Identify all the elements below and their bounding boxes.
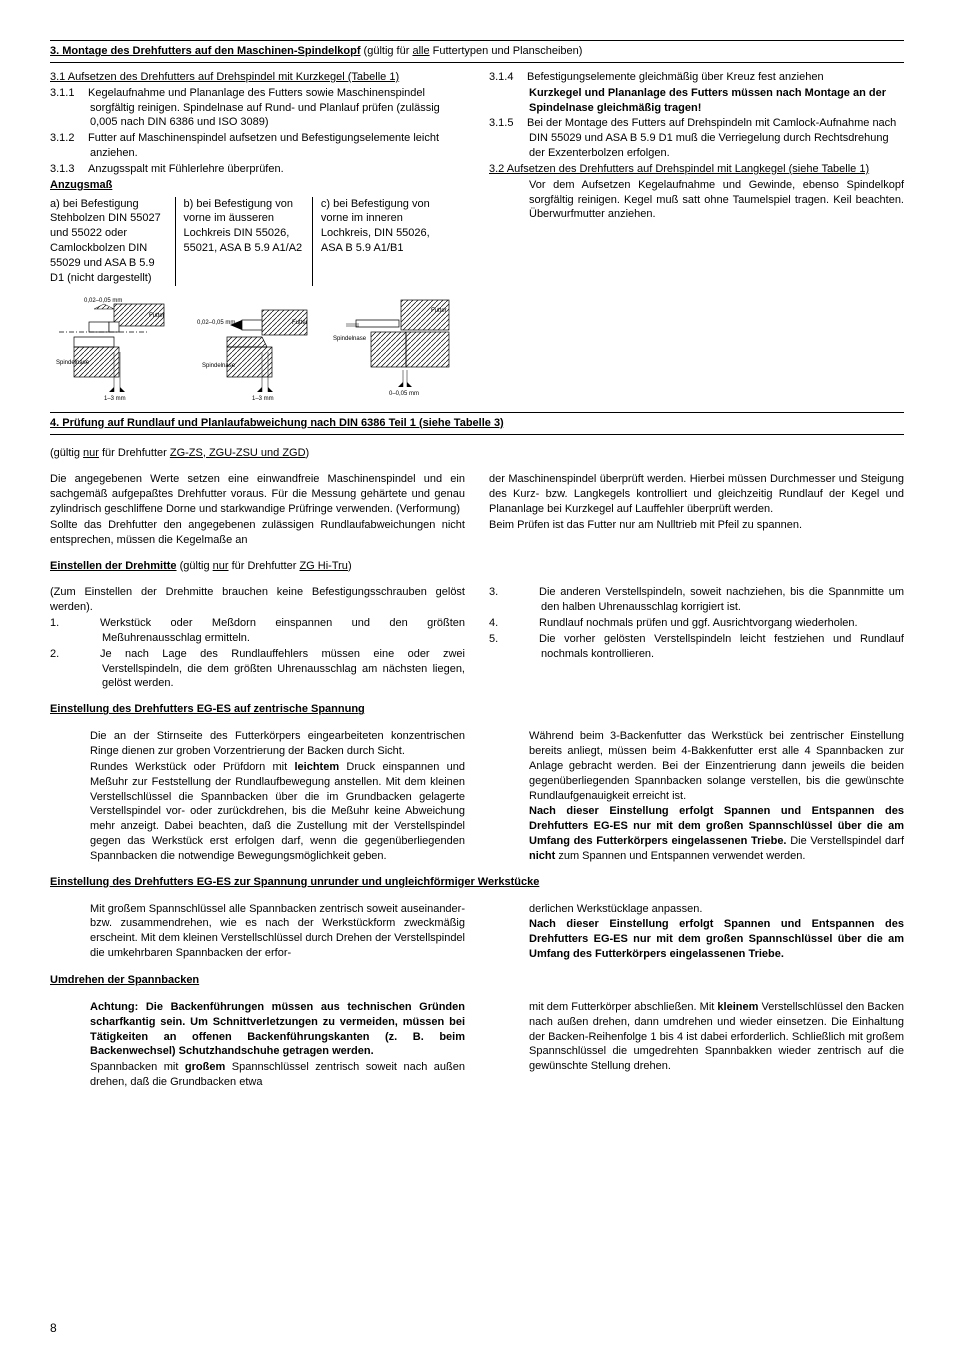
- unrund-body: Mit großem Spannschlüssel alle Spannback…: [50, 901, 904, 963]
- eges-l1: Die an der Stirnseite des Futterkörpers …: [50, 729, 465, 759]
- spindel-a: Spindelnase: [56, 360, 90, 366]
- page-number: 8: [50, 1320, 57, 1336]
- section-3-title: 3. Montage des Drehfutters auf den Masch…: [50, 45, 360, 57]
- einstellen-intro: (Zum Einstellen der Drehmitte brauchen k…: [50, 585, 465, 615]
- einstellen-li2: 2.Je nach Lage des Rundlauffehlers müsse…: [50, 647, 465, 692]
- section-3-left: 3.1 Aufsetzen des Drehfutters auf Drehsp…: [50, 69, 465, 402]
- section-3-right: 3.1.4Befestigungselemente gleichmäßig üb…: [489, 69, 904, 402]
- item-315: 3.1.5Bei der Montage des Futters auf Dre…: [489, 116, 904, 161]
- tol-a: 0,02–0,05 mm: [84, 298, 122, 304]
- section-4-title: 4. Prüfung auf Rundlauf und Planlaufabwe…: [50, 417, 504, 429]
- section-3-header: 3. Montage des Drehfutters auf den Masch…: [50, 40, 904, 63]
- anzugsmass-head: Anzugsmaß: [50, 179, 112, 191]
- item-313: 3.1.3Anzugsspalt mit Fühlerlehre überprü…: [50, 162, 465, 177]
- diagram-b: 0,02–0,05 mm Futter Spindelnase 1–3 mm: [188, 292, 326, 402]
- einstellen-head: Einstellen der Drehmitte (gültig nur für…: [50, 559, 904, 574]
- s4-right-p2: Beim Prüfen ist das Futter nur am Nulltr…: [489, 518, 904, 533]
- unrund-l: Mit großem Spannschlüssel alle Spannback…: [50, 902, 465, 961]
- einstellen-li3: 3.Die anderen Verstellspindeln, soweit n…: [489, 585, 904, 615]
- item-311: 3.1.1Kegelaufnahme und Plananlage des Fu…: [50, 86, 465, 131]
- s4-left-p2: Sollte das Drehfutter den angegebenen zu…: [50, 518, 465, 548]
- anzugsmass-table: a) bei Befestigung Stehbolzen DIN 55027 …: [50, 197, 465, 286]
- eges-l2: Rundes Werkstück oder Prüfdorn mit leich…: [50, 760, 465, 864]
- section-4-subtitle: (gültig nur für Drehfutter ZG-ZS, ZGU-ZS…: [50, 446, 904, 461]
- umdrehen-l2: Spannbacken mit großem Spannschlüssel ze…: [50, 1060, 465, 1090]
- eges-r1: Während beim 3-Backenfutter das Werkstüc…: [489, 729, 904, 803]
- item-314-bold: Kurzkegel und Plananlage des Futters müs…: [529, 87, 886, 114]
- gap-c: 0–0,05 mm: [389, 391, 419, 397]
- futter-a: Futter: [149, 313, 165, 319]
- item-312: 3.1.2Futter auf Maschinenspindel aufsetz…: [50, 131, 465, 161]
- anzug-diagrams: 0,02–0,05 mm Futter Spindelnase 1–3 mm: [50, 292, 465, 402]
- unrund-r2: Nach dieser Einstellung erfolgt Spannen …: [529, 918, 904, 960]
- eges-body: Die an der Stirnseite des Futterkörpers …: [50, 728, 904, 865]
- sub-31: 3.1 Aufsetzen des Drehfutters auf Drehsp…: [50, 70, 465, 85]
- s4-left-p1: Die angegebenen Werte setzen eine einwan…: [50, 472, 465, 517]
- eges-r2: Nach dieser Einstellung erfolgt Spannen …: [489, 804, 904, 863]
- diagram-a: 0,02–0,05 mm Futter Spindelnase 1–3 mm: [50, 292, 188, 402]
- umdrehen-body: Achtung: Die Backenführungen müssen aus …: [50, 999, 904, 1091]
- umdrehen-r: mit dem Futterkörper abschließen. Mit kl…: [489, 1000, 904, 1074]
- s4-right-p1: der Maschinenspindel überprüft werden. H…: [489, 472, 904, 517]
- anzug-cell-c: c) bei Befestigung von vorne im inneren …: [321, 197, 457, 286]
- section-3-body: 3.1 Aufsetzen des Drehfutters auf Drehsp…: [50, 69, 904, 402]
- section-4-intro: Die angegebenen Werte setzen eine einwan…: [50, 471, 904, 548]
- item-314: 3.1.4Befestigungselemente gleichmäßig üb…: [489, 70, 904, 85]
- einstellen-li4: 4.Rundlauf nochmals prüfen und ggf. Ausr…: [489, 616, 904, 631]
- gap-a: 1–3 mm: [104, 396, 126, 402]
- einstellen-body: (Zum Einstellen der Drehmitte brauchen k…: [50, 584, 904, 692]
- spindel-c: Spindelnase: [333, 336, 367, 342]
- umdrehen-l1: Achtung: Die Backenführungen müssen aus …: [90, 1001, 465, 1058]
- diagram-c: Futter Spindelnase 0–0,05 mm: [327, 292, 465, 402]
- tol-b: 0,02–0,05 mm: [197, 320, 235, 326]
- anzug-cell-b: b) bei Befestigung von vorne im äusseren…: [184, 197, 313, 286]
- eges-head: Einstellung des Drehfutters EG-ES auf ze…: [50, 703, 365, 715]
- spindel-b: Spindelnase: [202, 363, 236, 369]
- einstellen-li5: 5.Die vorher gelösten Verstellspindeln l…: [489, 632, 904, 662]
- unrund-head: Einstellung des Drehfutters EG-ES zur Sp…: [50, 876, 539, 888]
- para-32: Vor dem Aufsetzen Kegelaufnahme und Gewi…: [489, 178, 904, 223]
- einstellen-li1: 1.Werkstück oder Meßdorn einspannen und …: [50, 616, 465, 646]
- section-4-header: 4. Prüfung auf Rundlauf und Planlaufabwe…: [50, 412, 904, 435]
- sub-32: 3.2 Aufsetzen des Drehfutters auf Drehsp…: [489, 162, 904, 177]
- futter-c: Futter: [431, 308, 447, 314]
- umdrehen-head: Umdrehen der Spannbacken: [50, 974, 199, 986]
- gap-b: 1–3 mm: [252, 396, 274, 402]
- futter-b: Futter: [292, 320, 308, 326]
- anzug-cell-a: a) bei Befestigung Stehbolzen DIN 55027 …: [50, 197, 176, 286]
- unrund-r1: derlichen Werkstücklage anpassen.: [489, 902, 904, 917]
